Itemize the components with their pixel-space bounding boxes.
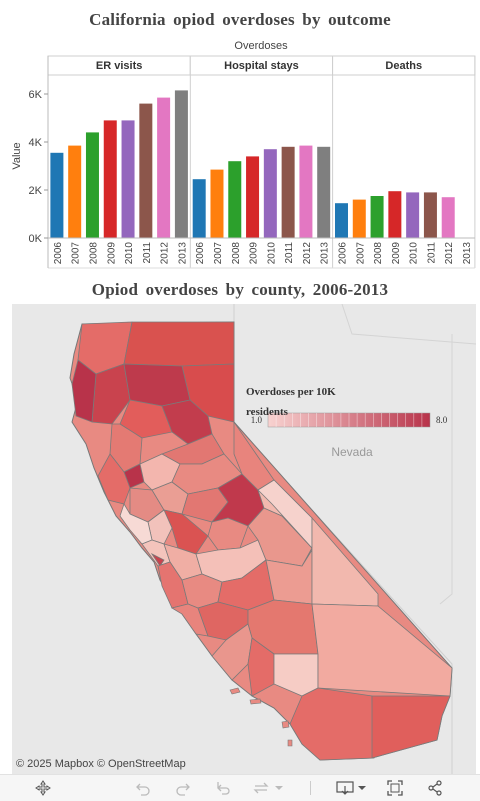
x-tick-label: 2009 <box>391 242 402 265</box>
legend-max-label: 8.0 <box>436 415 448 425</box>
county[interactable] <box>289 687 375 761</box>
bar-chart-title: California opiod overdoses by outcome <box>89 10 391 29</box>
x-tick-label: 2010 <box>266 242 277 265</box>
x-tick-label: 2010 <box>409 242 420 265</box>
x-tick-label: 2011 <box>426 242 437 264</box>
download-icon[interactable] <box>334 777 370 799</box>
x-tick-label: 2009 <box>249 242 260 265</box>
x-tick-label: 2008 <box>231 242 242 265</box>
fullscreen-icon[interactable] <box>384 777 406 799</box>
move-icon[interactable] <box>32 777 54 799</box>
bar[interactable] <box>423 192 437 238</box>
bar[interactable] <box>246 156 260 238</box>
x-tick-label: 2007 <box>355 242 366 265</box>
bar[interactable] <box>281 146 295 238</box>
y-tick-label: 0K <box>29 233 43 245</box>
x-tick-label: 2006 <box>195 242 206 265</box>
county[interactable] <box>150 552 165 567</box>
y-tick-label: 4K <box>29 137 43 149</box>
x-tick-label: 2013 <box>462 242 473 265</box>
county[interactable] <box>247 637 275 697</box>
column-header: Overdoses <box>234 40 288 52</box>
x-tick-label: 2008 <box>88 242 99 265</box>
county[interactable] <box>371 695 451 759</box>
bar[interactable] <box>388 191 402 238</box>
redo-icon[interactable] <box>172 777 194 799</box>
legend-title: Overdoses per 10K residents <box>246 386 336 418</box>
bar[interactable] <box>85 132 99 238</box>
channel-island <box>229 687 241 695</box>
bar[interactable] <box>263 149 277 238</box>
toolbar <box>0 774 480 801</box>
channel-island <box>281 720 290 729</box>
x-tick-label: 2009 <box>106 242 117 265</box>
bar[interactable] <box>157 97 171 238</box>
bar[interactable] <box>174 90 188 239</box>
legend-min-label: 1.0 <box>251 415 263 425</box>
bar[interactable] <box>68 145 82 238</box>
x-tick-label: 2007 <box>71 242 82 265</box>
x-tick-label: 2011 <box>284 242 295 264</box>
bar[interactable] <box>317 146 331 238</box>
x-tick-label: 2012 <box>302 242 313 265</box>
y-tick-label: 2K <box>29 185 43 197</box>
state-border <box>341 304 476 345</box>
bar[interactable] <box>370 196 384 238</box>
map-attribution[interactable]: © 2025 Mapbox © OpenStreetMap <box>16 758 186 770</box>
refresh-icon[interactable] <box>250 777 286 799</box>
panel-deaths: Deaths 2006 2007 2008 2009 2010 2011 2012 2013 <box>332 55 476 268</box>
bar[interactable] <box>441 197 455 238</box>
bar[interactable] <box>334 203 348 238</box>
x-tick-label: 2012 <box>444 242 455 265</box>
panel-header: ER visits <box>96 60 142 72</box>
bar[interactable] <box>192 179 206 238</box>
y-tick-label: 6K <box>29 89 43 101</box>
x-tick-label: 2007 <box>213 242 224 265</box>
bar[interactable] <box>210 169 224 238</box>
nevada-label: Nevada <box>331 445 373 459</box>
county[interactable] <box>123 321 235 367</box>
county[interactable] <box>233 420 275 491</box>
x-tick-label: 2008 <box>373 242 384 265</box>
x-tick-label: 2011 <box>142 242 153 264</box>
undo-icon[interactable] <box>132 777 154 799</box>
channel-island <box>287 739 293 747</box>
bar[interactable] <box>352 199 366 238</box>
bar[interactable] <box>139 103 153 238</box>
panel-header: Hospital stays <box>224 60 299 72</box>
county-map[interactable]: Nevada 1.0 8.0 © 2025 Mapbox © OpenStree… <box>12 304 476 774</box>
share-icon[interactable] <box>424 777 446 799</box>
bar[interactable] <box>121 120 135 238</box>
bar[interactable] <box>406 192 420 238</box>
map-title: Opiod overdoses by county, 2006-2013 <box>91 280 389 299</box>
revert-icon[interactable] <box>212 777 234 799</box>
x-tick-label: 2013 <box>320 242 331 265</box>
bar[interactable] <box>299 145 313 238</box>
county[interactable] <box>71 359 97 423</box>
y-axis-label: Value <box>11 142 23 169</box>
bar-chart: Overdoses Value ER visits 2006 2007 2008 200… <box>11 40 476 269</box>
bar[interactable] <box>50 152 64 238</box>
channel-island <box>249 698 262 705</box>
x-tick-label: 2010 <box>124 242 135 265</box>
x-tick-label: 2006 <box>337 242 348 265</box>
x-tick-label: 2013 <box>177 242 188 265</box>
bar[interactable] <box>228 161 242 238</box>
state-border <box>439 334 453 605</box>
county[interactable] <box>123 363 191 407</box>
county[interactable] <box>119 399 173 439</box>
panel-er-visits: ER visits 2006 2007 2008 2009 2010 2011 2012 201… <box>47 55 191 268</box>
x-tick-label: 2006 <box>53 242 64 265</box>
toolbar-separator <box>310 781 311 795</box>
x-tick-label: 2012 <box>160 242 171 265</box>
panel-header: Deaths <box>385 60 422 72</box>
bar[interactable] <box>103 120 117 238</box>
panel-hospital-stays: Hospital stays 2006 2007 2008 2009 2010 2011 20… <box>189 55 334 268</box>
